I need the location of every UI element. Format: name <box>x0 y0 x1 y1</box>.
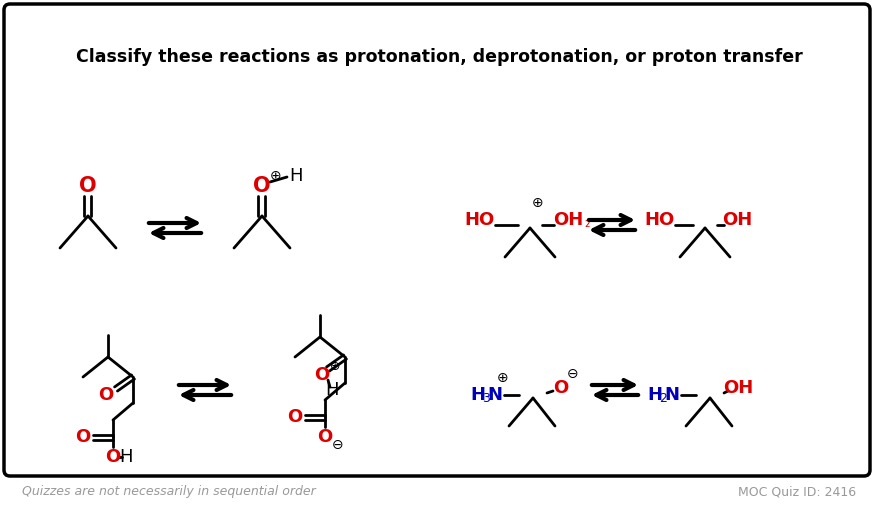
Text: OH: OH <box>722 379 752 397</box>
Text: Classify these reactions as protonation, deprotonation, or proton transfer: Classify these reactions as protonation,… <box>75 48 802 66</box>
Text: 3: 3 <box>481 393 489 406</box>
Text: ₂: ₂ <box>583 216 589 230</box>
Text: O: O <box>317 428 332 446</box>
Text: O: O <box>75 428 90 446</box>
Text: H: H <box>324 381 339 399</box>
Text: OH: OH <box>553 211 582 229</box>
Text: H: H <box>119 448 132 466</box>
Text: ⊕: ⊕ <box>330 359 340 372</box>
Text: ⊕: ⊕ <box>270 169 282 183</box>
Text: O: O <box>105 448 120 466</box>
Text: N: N <box>664 386 679 404</box>
Text: MOC Quiz ID: 2416: MOC Quiz ID: 2416 <box>737 485 855 498</box>
Text: ⊕: ⊕ <box>496 371 509 385</box>
Text: ⊕: ⊕ <box>531 196 543 210</box>
Text: 2: 2 <box>659 393 667 406</box>
Text: H: H <box>646 386 662 404</box>
Text: HO: HO <box>644 211 674 229</box>
Text: ⊖: ⊖ <box>567 367 578 381</box>
Text: O: O <box>553 379 568 397</box>
Text: HO: HO <box>464 211 495 229</box>
Text: N: N <box>487 386 502 404</box>
FancyBboxPatch shape <box>4 4 869 476</box>
Text: H: H <box>470 386 485 404</box>
Text: H: H <box>289 167 303 185</box>
Text: O: O <box>314 366 329 384</box>
Text: O: O <box>79 176 96 196</box>
Text: OH: OH <box>721 211 752 229</box>
Text: O: O <box>287 408 303 426</box>
Text: O: O <box>253 176 270 196</box>
Text: ⊖: ⊖ <box>332 438 344 452</box>
Text: O: O <box>98 386 113 404</box>
Text: Quizzes are not necessarily in sequential order: Quizzes are not necessarily in sequentia… <box>22 485 316 498</box>
